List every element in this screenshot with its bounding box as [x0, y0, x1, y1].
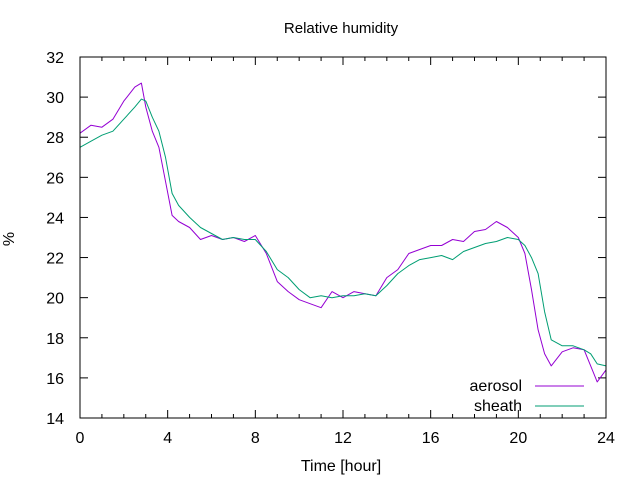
- x-tick-label: 0: [76, 430, 85, 447]
- x-tick-label: 16: [422, 430, 440, 447]
- y-tick-label: 16: [46, 371, 64, 388]
- series-line-aerosol: [79, 82, 607, 383]
- y-axis-label: %: [1, 232, 18, 246]
- x-tick-label: 24: [597, 430, 615, 447]
- x-axis-label: Time [hour]: [301, 458, 381, 475]
- y-tick-label: 22: [46, 251, 64, 268]
- legend-label-aerosol: aerosol: [470, 378, 522, 395]
- x-tick-label: 4: [163, 430, 172, 447]
- y-tick-label: 32: [46, 50, 64, 67]
- legend-label-sheath: sheath: [474, 398, 522, 415]
- y-tick-label: 30: [46, 90, 64, 107]
- series-line-sheath: [79, 98, 607, 367]
- x-tick-label: 12: [334, 430, 352, 447]
- y-tick-label: 26: [46, 170, 64, 187]
- x-tick-label: 20: [509, 430, 527, 447]
- series-lines: [79, 82, 607, 383]
- chart-title: Relative humidity: [284, 20, 399, 37]
- y-tick-label: 14: [46, 411, 64, 428]
- y-tick-label: 24: [46, 210, 64, 227]
- plot-frame: [79, 56, 607, 419]
- axes: 0 4 8 12 16 20 24 14 16 18 20 22 24 26 28 30 32: [46, 50, 615, 447]
- y-tick-label: 28: [46, 130, 64, 147]
- legend: aerosol sheath: [470, 378, 584, 415]
- y-tick-label: 20: [46, 291, 64, 308]
- x-tick-label: 8: [251, 430, 260, 447]
- y-tick-label: 18: [46, 331, 64, 348]
